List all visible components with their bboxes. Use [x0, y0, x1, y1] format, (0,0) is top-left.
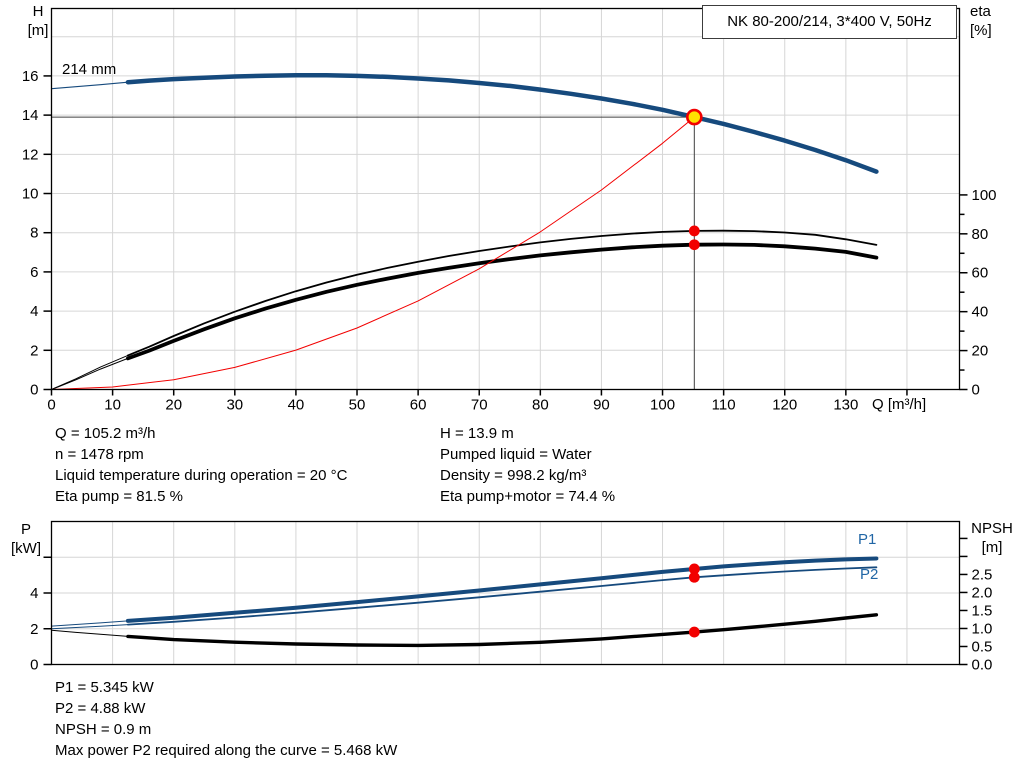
power-chart-yr-tick-label: 2.0: [972, 584, 993, 601]
hq-chart-yr-tick-label: 40: [972, 304, 989, 321]
hq-chart-yr-tick-label: 20: [972, 343, 989, 360]
system-curve: [51, 116, 695, 390]
power-chart-yl-tick-label: 2: [30, 621, 38, 638]
hq-chart-x-tick-label: 10: [104, 397, 121, 414]
info-liquid-temp: Liquid temperature during operation = 20…: [55, 467, 348, 484]
q-axis-label: Q [m³/h]: [872, 396, 927, 413]
eta-pump-motor-curve: [126, 242, 879, 361]
hq-chart-x-tick-label: 80: [532, 397, 549, 414]
info-pumped-liquid: Pumped liquid = Water: [440, 446, 592, 463]
pump-title: NK 80-200/214, 3*400 V, 50Hz: [727, 13, 932, 30]
duty-point-marker[interactable]: [686, 108, 703, 126]
hq-chart-yl-tick-label: 6: [30, 264, 38, 281]
p-axis-label-unit: [kW]: [11, 540, 41, 557]
hq-chart-x-tick-label: 30: [226, 397, 243, 414]
power-info: P1 = 5.345 kW P2 = 4.88 kW NPSH = 0.9 m …: [55, 677, 397, 761]
hq-chart-x-tick-label: 0: [47, 397, 55, 414]
duty-dot-eta-pump: [688, 225, 700, 237]
duty-dot-eta-pump-motor: [688, 239, 700, 251]
power-chart-yr-tick-label: 1.5: [972, 602, 993, 619]
p-axis-label-symbol: P: [20, 521, 31, 538]
hq-chart-x-tick-label: 110: [712, 397, 736, 414]
hq-chart-x-tick-label: 50: [349, 397, 366, 414]
hq-chart-x-tick-label: 40: [288, 397, 305, 414]
info-p1: P1 = 5.345 kW: [55, 679, 154, 696]
info-p2: P2 = 4.88 kW: [55, 700, 146, 717]
duty-info-left: Q = 105.2 m³/h n = 1478 rpm Liquid tempe…: [55, 423, 347, 507]
hq-chart-x-tick-label: 90: [593, 397, 610, 414]
hq-chart-x-tick-label: 100: [650, 397, 675, 414]
hq-chart-yr-tick-label: 60: [972, 265, 989, 282]
hq-chart-x-tick-label: 20: [165, 397, 182, 414]
power-chart-yl-tick-label: 4: [30, 585, 38, 602]
hq-chart-x-tick-label: 70: [471, 397, 488, 414]
info-speed: n = 1478 rpm: [55, 446, 144, 463]
p1-series-label: P1: [858, 531, 877, 548]
hq-chart-yl-tick-label: 0: [30, 382, 38, 399]
p2-curve: [127, 566, 878, 626]
power-chart-yr-tick-label: 0.5: [972, 638, 993, 655]
info-flow: Q = 105.2 m³/h: [55, 425, 156, 442]
hq-chart-border: [50, 7, 961, 391]
h-axis-label-symbol: H: [32, 3, 44, 20]
hq-chart-yl-tick-label: 8: [30, 225, 38, 242]
hq-chart-x-tick-label: 130: [833, 397, 858, 414]
eta-pump-motor-curve-lead: [51, 357, 129, 390]
impeller-diameter-label: 214 mm: [62, 61, 117, 78]
npsh-axis-label-unit: [m]: [981, 539, 1003, 556]
p1-curve: [125, 556, 879, 623]
hq-chart-x-tick-label: 60: [410, 397, 427, 414]
hq-chart-yl-tick-label: 12: [22, 146, 39, 163]
power-chart-yr-tick-label: 1.0: [972, 620, 993, 637]
duty-info-right: H = 13.9 m Pumped liquid = Water Density…: [440, 423, 615, 507]
info-eta-pump: Eta pump = 81.5 %: [55, 488, 183, 505]
duty-dot-npsh: [688, 626, 700, 638]
hq-chart-yl-tick-label: 16: [22, 68, 39, 85]
p1-curve-lead: [51, 620, 129, 627]
power-chart-yr-tick-label: 2.5: [972, 566, 993, 583]
power-chart-yl-tick-label: 0: [30, 657, 38, 674]
info-eta-pump-motor: Eta pump+motor = 74.4 %: [440, 488, 616, 505]
pump-curve-214mm: [125, 73, 879, 174]
hq-chart-yr-tick-label: 0: [972, 382, 980, 399]
hq-chart-yl-tick-label: 14: [22, 107, 39, 124]
hq-chart-yl-tick-label: 2: [30, 342, 38, 359]
hq-chart-yr-tick-label: 80: [972, 226, 989, 243]
h-axis-label-unit: [m]: [27, 22, 49, 39]
eta-axis-label-unit: [%]: [970, 22, 992, 39]
p2-series-label: P2: [860, 566, 879, 583]
duty-dot-p2: [688, 571, 700, 583]
eta-pump-curve-lead: [51, 354, 129, 390]
info-npsh: NPSH = 0.9 m: [55, 721, 152, 738]
pump-title-box: NK 80-200/214, 3*400 V, 50Hz: [702, 5, 957, 39]
hq-chart-yl-tick-label: 4: [30, 303, 38, 320]
pump-curve-lead: [50, 81, 129, 90]
npsh-curve: [126, 613, 879, 648]
info-max-power: Max power P2 required along the curve = …: [55, 742, 398, 759]
hq-chart-yl-tick-label: 10: [22, 186, 39, 203]
info-head: H = 13.9 m: [440, 425, 514, 442]
p2-curve-lead: [51, 624, 129, 630]
eta-axis-label-symbol: eta: [970, 3, 991, 20]
eta-pump-curve: [127, 229, 878, 357]
hq-chart-yr-tick-label: 100: [972, 187, 997, 204]
npsh-curve-lead: [51, 629, 129, 637]
duty-dot-p1: [688, 563, 700, 575]
power-chart-yr-tick-label: 0.0: [972, 657, 993, 674]
info-density: Density = 998.2 kg/m³: [440, 467, 587, 484]
hq-chart-x-tick-label: 120: [772, 397, 797, 414]
npsh-axis-label-symbol: NPSH: [971, 520, 1013, 537]
